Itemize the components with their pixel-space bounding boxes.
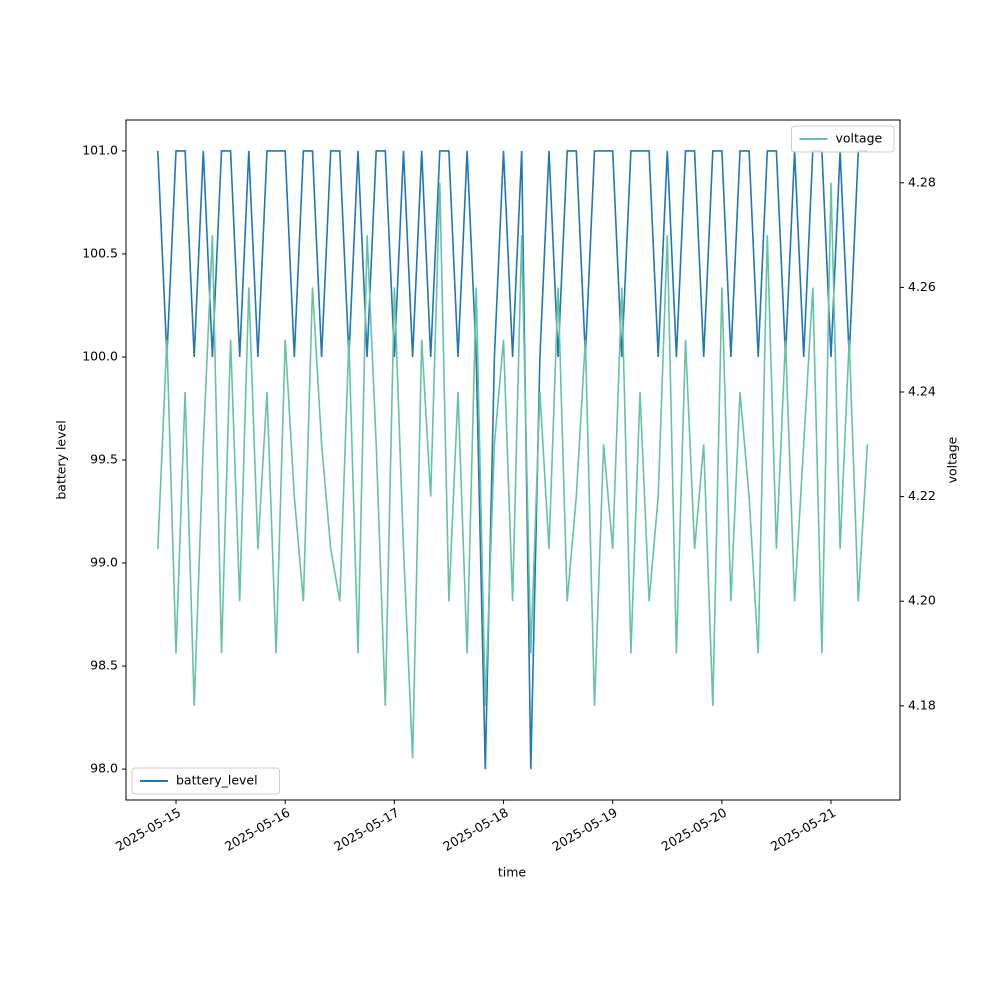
x-tick-label: 2025-05-17 <box>331 805 401 854</box>
line <box>157 182 869 759</box>
y2-tick-label: 4.28 <box>908 174 936 189</box>
x-axis-label: time <box>498 865 527 880</box>
x-tick-label: 2025-05-19 <box>550 805 620 854</box>
y-tick-label: 99.5 <box>90 452 118 467</box>
y2-axis-label: voltage <box>945 436 960 483</box>
y-tick-label: 99.0 <box>90 555 118 570</box>
y-axis-label: battery level <box>54 420 69 499</box>
legend-box <box>131 767 280 795</box>
plot-frame <box>125 119 901 801</box>
y-tick-label: 100.5 <box>82 245 118 260</box>
legend-box <box>791 125 895 153</box>
y2-tick-label: 4.24 <box>908 384 936 399</box>
x-tick-label: 2025-05-21 <box>768 805 838 854</box>
y2-tick-label: 4.26 <box>908 279 936 294</box>
legend-label: voltage <box>836 131 883 146</box>
y2-tick-label: 4.20 <box>908 593 936 608</box>
x-tick-label: 2025-05-18 <box>440 805 510 854</box>
y-tick-label: 100.0 <box>82 348 118 363</box>
y2-tick-label: 4.18 <box>908 697 936 712</box>
y-tick-label: 98.0 <box>90 761 118 776</box>
legend-label: battery_level <box>176 773 258 788</box>
y2-tick-label: 4.22 <box>908 488 936 503</box>
y-tick-label: 98.5 <box>90 658 118 673</box>
x-tick-label: 2025-05-20 <box>659 805 729 854</box>
x-tick-label: 2025-05-16 <box>222 805 292 854</box>
x-tick-label: 2025-05-15 <box>113 805 183 854</box>
y-tick-label: 101.0 <box>82 142 118 157</box>
line <box>157 150 868 770</box>
